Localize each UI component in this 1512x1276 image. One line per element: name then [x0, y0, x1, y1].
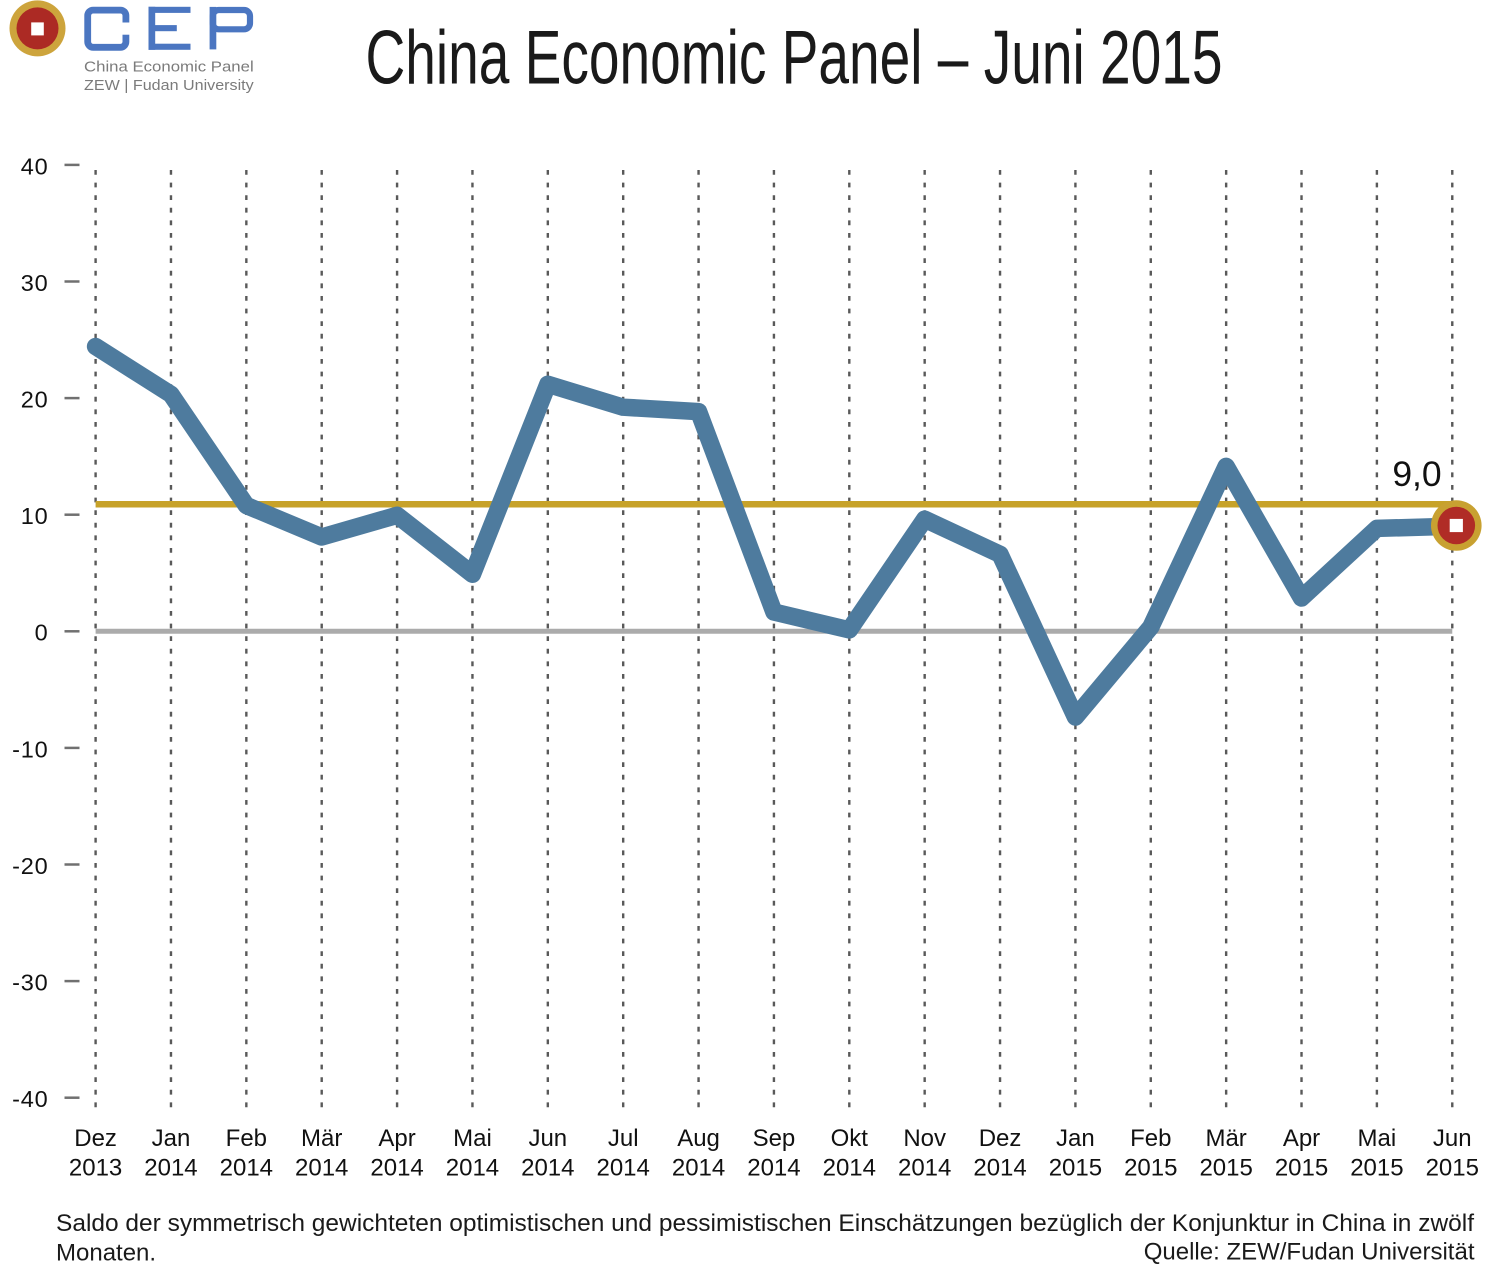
svg-text:Mai: Mai	[1358, 1125, 1397, 1152]
svg-text:2013: 2013	[69, 1155, 122, 1182]
svg-text:0: 0	[35, 620, 49, 646]
svg-text:2014: 2014	[220, 1155, 273, 1182]
svg-text:Feb: Feb	[226, 1125, 267, 1152]
svg-text:Aug: Aug	[677, 1125, 720, 1152]
svg-text:Jan: Jan	[152, 1125, 191, 1152]
svg-text:China Economic Panel – Juni 20: China Economic Panel – Juni 2015	[366, 16, 1223, 101]
svg-text:Jan: Jan	[1056, 1125, 1095, 1152]
svg-text:40: 40	[21, 153, 49, 179]
svg-text:Sep: Sep	[753, 1125, 796, 1152]
svg-text:Mai: Mai	[453, 1125, 492, 1152]
svg-text:2014: 2014	[672, 1155, 725, 1182]
svg-text:Jul: Jul	[608, 1125, 639, 1152]
svg-text:2014: 2014	[370, 1155, 423, 1182]
svg-text:10: 10	[21, 503, 49, 529]
svg-text:Dez: Dez	[74, 1125, 117, 1152]
svg-text:2015: 2015	[1426, 1155, 1479, 1182]
svg-text:2015: 2015	[1350, 1155, 1403, 1182]
svg-text:ZEW | Fudan University: ZEW | Fudan University	[84, 77, 254, 94]
svg-text:2014: 2014	[295, 1155, 348, 1182]
svg-text:2014: 2014	[596, 1155, 649, 1182]
svg-text:Apr: Apr	[1283, 1125, 1320, 1152]
svg-text:-40: -40	[12, 1086, 48, 1112]
svg-text:Okt: Okt	[831, 1125, 869, 1152]
svg-text:2014: 2014	[747, 1155, 800, 1182]
svg-text:2014: 2014	[446, 1155, 499, 1182]
svg-text:2014: 2014	[521, 1155, 574, 1182]
svg-text:-20: -20	[12, 853, 48, 879]
svg-text:-10: -10	[12, 736, 48, 762]
svg-text:Monaten.: Monaten.	[56, 1239, 156, 1266]
svg-text:2015: 2015	[1124, 1155, 1177, 1182]
svg-text:2015: 2015	[1275, 1155, 1328, 1182]
svg-text:2015: 2015	[1199, 1155, 1252, 1182]
svg-text:Apr: Apr	[378, 1125, 415, 1152]
svg-text:2014: 2014	[144, 1155, 197, 1182]
svg-text:-30: -30	[12, 970, 48, 996]
svg-text:China Economic Panel: China Economic Panel	[84, 58, 254, 75]
svg-text:2014: 2014	[823, 1155, 876, 1182]
svg-text:Jun: Jun	[528, 1125, 567, 1152]
svg-text:Nov: Nov	[903, 1125, 946, 1152]
svg-text:2014: 2014	[973, 1155, 1026, 1182]
svg-text:9,0: 9,0	[1392, 454, 1441, 494]
svg-text:20: 20	[21, 387, 49, 413]
svg-text:Mär: Mär	[1205, 1125, 1246, 1152]
svg-text:Feb: Feb	[1130, 1125, 1171, 1152]
svg-text:2015: 2015	[1049, 1155, 1102, 1182]
svg-text:Mär: Mär	[301, 1125, 342, 1152]
svg-text:Saldo der symmetrisch gewichte: Saldo der symmetrisch gewichteten optimi…	[56, 1210, 1474, 1237]
svg-text:Dez: Dez	[979, 1125, 1022, 1152]
svg-text:Quelle: ZEW/Fudan Universität: Quelle: ZEW/Fudan Universität	[1144, 1239, 1475, 1266]
svg-text:30: 30	[21, 270, 49, 296]
svg-text:Jun: Jun	[1433, 1125, 1472, 1152]
svg-text:2014: 2014	[898, 1155, 951, 1182]
